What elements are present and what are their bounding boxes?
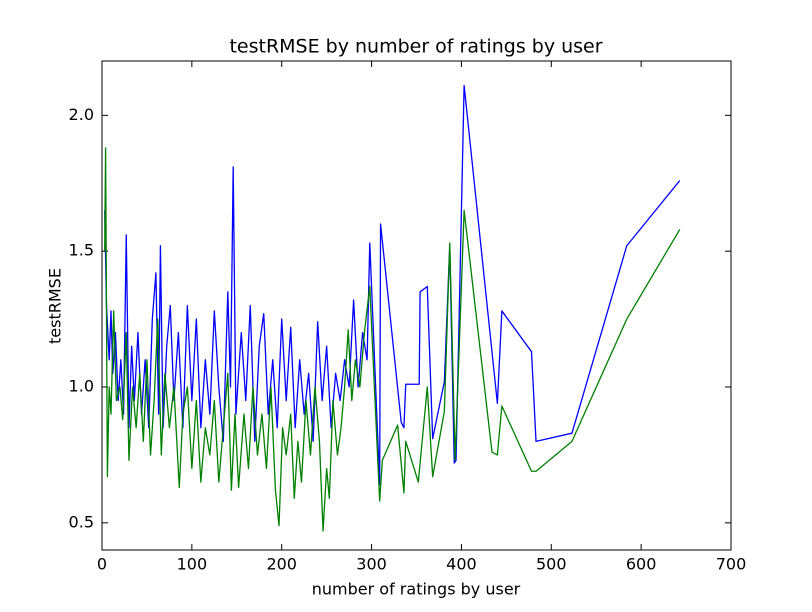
y-tick-label: 1.5 [69, 241, 94, 260]
y-axis-label: testRMSE [46, 268, 65, 344]
x-tick-label: 0 [97, 555, 107, 574]
x-axis-label: number of ratings by user [312, 580, 521, 599]
chart-title: testRMSE by number of ratings by user [229, 36, 602, 58]
y-tick-label: 2.0 [69, 105, 94, 124]
x-tick-label: 100 [177, 555, 208, 574]
x-tick-label: 300 [356, 555, 387, 574]
series-line [104, 147, 681, 532]
y-tick-label: 0.5 [69, 512, 94, 531]
x-tick-label: 700 [716, 555, 747, 574]
x-tick-label: 600 [626, 555, 657, 574]
plot-frame [101, 60, 732, 551]
series-line [104, 84, 681, 486]
x-tick-label: 200 [266, 555, 297, 574]
y-tick-label: 1.0 [69, 377, 94, 396]
x-tick-label: 400 [446, 555, 477, 574]
x-tick-label: 500 [536, 555, 567, 574]
